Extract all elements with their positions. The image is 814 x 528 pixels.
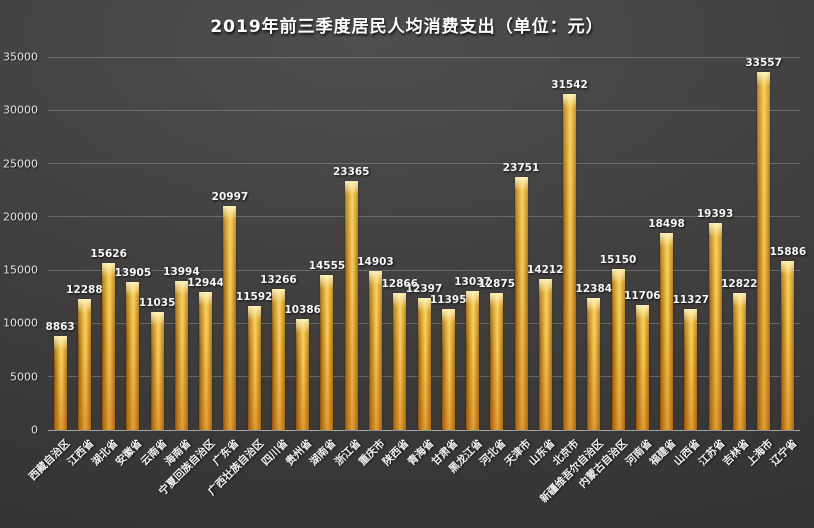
bar: [150, 312, 164, 430]
x-axis-label: 河南省: [623, 437, 655, 469]
bar-value-label: 14555: [308, 259, 346, 272]
bar-value-label: 23751: [502, 161, 540, 174]
gridline: [48, 109, 800, 111]
x-axis-label: 陕西省: [380, 437, 412, 469]
bar: [732, 293, 746, 430]
bar: [53, 335, 67, 430]
bar: [368, 271, 382, 430]
bar-value-label: 12288: [66, 284, 103, 297]
bar-value-label: 10386: [284, 304, 321, 317]
x-axis: 西藏自治区 江西省 湖北省 安徽省 云南省 海南省 宁夏回族自治区 广东省 广西壮族自治区 四川省…: [26, 431, 800, 528]
x-axis-baseline: [48, 429, 800, 431]
x-axis-label: 青海省: [405, 437, 436, 469]
bar: [174, 280, 188, 430]
bar: [514, 176, 528, 430]
y-tick-label: 20000: [3, 210, 38, 224]
bar-value-label: 12944: [187, 277, 224, 290]
y-axis: 0 5000 10000 15000 20000 25000 30000 35000: [0, 51, 42, 437]
bar-value-label: 18498: [648, 217, 685, 230]
y-tick-label: 10000: [3, 316, 38, 330]
x-axis-label: 辽宁省: [769, 437, 800, 469]
bar: [635, 305, 649, 430]
x-axis-label: 山西省: [671, 437, 703, 469]
bar-value-label: 11592: [235, 291, 273, 304]
bar-value-label: 12875: [478, 277, 516, 290]
chart-title: 2019年前三季度居民人均消费支出（单位：元）: [210, 17, 604, 37]
bar: [296, 319, 310, 430]
x-axis-label: 云南省: [138, 437, 170, 469]
y-tick-label: 35000: [3, 50, 38, 64]
bar: [199, 292, 213, 430]
bar: [466, 291, 480, 430]
gridline: [48, 269, 800, 271]
bar: [271, 288, 285, 430]
bar: [393, 292, 407, 430]
bar-value-label: 11706: [624, 290, 661, 303]
y-tick-label: 25000: [3, 157, 38, 171]
bar-value-label: 12384: [575, 283, 613, 296]
bar-value-label: 13266: [260, 273, 297, 286]
bar: [757, 72, 771, 430]
bar-value-label: 20997: [211, 191, 249, 204]
gridline: [48, 56, 800, 58]
bar-value-label: 31542: [551, 78, 588, 91]
bar-value-label: 15626: [90, 248, 127, 261]
bar-value-label: 8863: [45, 320, 75, 333]
bar-value-label: 14212: [527, 263, 564, 276]
y-tick-label: 0: [31, 423, 38, 437]
bar: [320, 274, 334, 430]
bar: [247, 306, 261, 430]
x-axis-label: 安徽省: [114, 437, 145, 469]
bar: [587, 298, 601, 430]
x-axis-label: 江苏省: [696, 437, 728, 469]
y-tick-label: 15000: [3, 263, 38, 277]
bar: [344, 181, 358, 430]
bar-value-label: 15886: [769, 245, 807, 258]
bar-value-label: 13905: [114, 266, 152, 279]
bar-value-label: 11035: [138, 297, 176, 310]
bar: [611, 268, 625, 430]
plot-area: 8863 12288 15626 13905 11035 13994 12944 20997 1…: [45, 56, 806, 431]
bar-value-label: 11327: [672, 294, 710, 307]
bar: [417, 297, 431, 430]
bar-value-label: 15150: [599, 253, 637, 266]
gridline: [48, 216, 800, 218]
bar-value-label: 19393: [696, 208, 734, 221]
x-axis-label: 河北省: [477, 437, 509, 469]
bar: [77, 299, 91, 430]
bar-value-label: 12822: [721, 278, 758, 291]
bar-value-label: 14903: [357, 256, 394, 269]
y-tick-label: 5000: [10, 370, 38, 384]
bar-value-label: 13037: [454, 276, 491, 289]
bar-value-label: 23365: [332, 166, 370, 178]
x-axis-label: 浙江省: [332, 437, 364, 469]
bar-value-label: 12397: [405, 282, 443, 295]
y-tick-label: 30000: [3, 103, 38, 117]
bar: [660, 232, 674, 430]
bar: [441, 308, 455, 430]
bar: [781, 260, 795, 430]
bar-value-label: 11395: [429, 293, 467, 306]
bar-value-label: 33557: [745, 57, 782, 70]
x-axis-label: 天津市: [502, 437, 533, 469]
bar: [708, 223, 722, 430]
bar-value-label: 13994: [163, 265, 200, 278]
bar: [102, 263, 116, 430]
gridline: [48, 163, 800, 165]
bar: [126, 281, 140, 430]
x-axis-label: 湖南省: [308, 437, 339, 469]
bar: [684, 309, 698, 430]
bar: [490, 292, 504, 430]
bar: [223, 206, 237, 430]
bar: [563, 93, 577, 430]
bar-value-label: 12866: [381, 277, 418, 290]
bar: [538, 278, 552, 430]
